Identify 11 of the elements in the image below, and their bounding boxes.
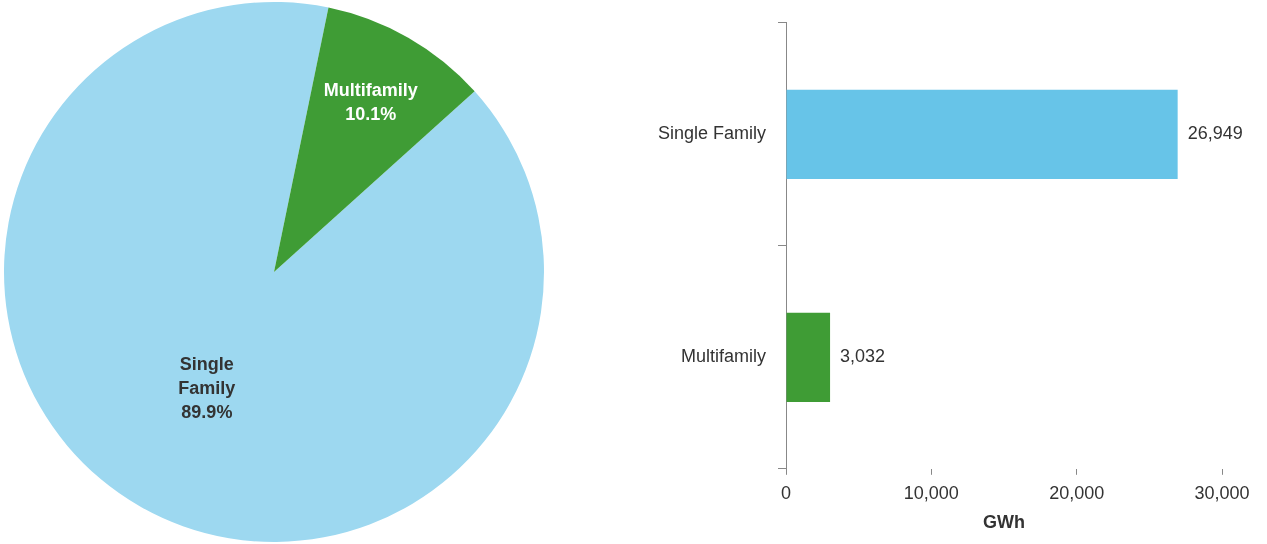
x-axis-title: GWh [983,512,1025,533]
data-label: 89.9% [181,402,233,423]
data-label: 3,032 [840,346,886,367]
data-label: 10.1% [345,104,397,125]
data-label: 26,949 [1187,123,1243,144]
slice-label: Single Family [178,354,236,399]
x-tick-label: 10,000 [903,482,959,503]
x-tick-label: 20,000 [1049,482,1105,503]
x-tick-label: 30,000 [1194,482,1250,503]
slice-label: Multifamily [323,80,418,101]
x-tick-label: 0 [780,482,792,503]
